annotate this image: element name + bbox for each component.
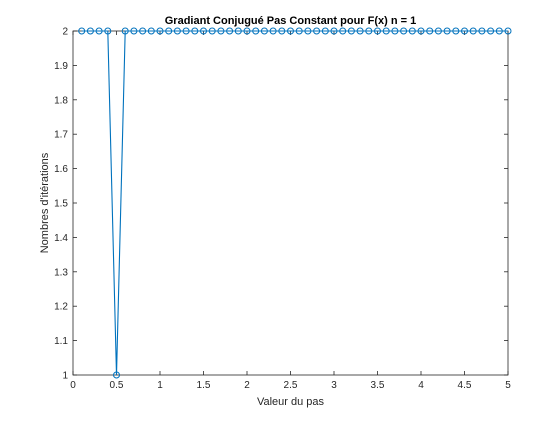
data-point [330,27,338,35]
data-point [469,27,477,35]
x-axis-label: Valeur du pas [257,396,325,408]
data-point [313,27,321,35]
data-point [452,27,460,35]
data-point [278,27,286,35]
data-point [234,27,242,35]
data-point [365,27,373,35]
y-tick-label: 1.6 [54,164,68,175]
series-line [81,30,508,376]
data-point [287,27,294,35]
y-tick-label: 1.8 [54,95,68,106]
y-tick-label: 1.7 [54,130,68,141]
y-tick-label: 1.5 [54,199,68,210]
data-point [495,27,503,35]
data-point [191,27,199,35]
data-point [113,371,120,379]
data-point [86,27,94,35]
data-point [226,27,234,35]
x-axis-ticks: 0 0.5 1 1.5 2 2.5 3 3.5 4 4.5 5 [70,31,511,391]
data-point [173,27,181,35]
y-axis-label: Nombres d'itérations [39,152,51,253]
data-point [434,27,442,35]
data-point [104,27,112,35]
data-point [478,27,486,35]
plot-area [72,30,509,376]
data-point [260,27,268,35]
x-tick-label: 5 [505,380,511,391]
data-point [252,27,260,35]
chart-title: Gradiant Conjugué Pas Constant pour F(x)… [165,15,417,27]
data-point [408,27,416,35]
x-tick-label: 3.5 [371,380,385,391]
data-point [504,27,512,35]
data-point [443,27,451,35]
data-point [417,27,425,35]
x-tick-label: 3 [331,380,337,391]
data-point [95,27,103,35]
x-tick-label: 0.5 [110,380,124,391]
y-tick-label: 1.1 [54,336,68,347]
data-point [243,27,251,35]
x-tick-label: 2.5 [284,380,298,391]
series-layer [78,27,512,379]
data-point [217,27,225,35]
data-point [461,27,468,35]
data-point [147,27,155,35]
y-tick-label: 1.4 [54,233,68,244]
data-point [382,27,390,35]
x-tick-label: 4 [418,380,424,391]
y-tick-label: 1.9 [54,61,68,72]
y-axis-ticks: 1 1.1 1.2 1.3 1.4 1.5 1.6 1.7 1.8 1.9 2 [54,27,508,382]
data-point [321,27,329,35]
data-point [356,27,364,35]
data-point [182,27,190,35]
data-point [165,27,173,35]
data-point [121,27,129,35]
x-tick-label: 1.5 [197,380,211,391]
data-point [426,27,434,35]
x-tick-label: 2 [244,380,250,391]
data-point [269,27,277,35]
x-tick-label: 4.5 [458,380,472,391]
data-point [400,27,408,35]
data-point [208,27,216,35]
data-point [339,27,347,35]
x-tick-label: 0 [70,380,76,391]
data-point [156,27,164,35]
data-point [374,27,381,35]
data-point [139,27,147,35]
y-tick-label: 2 [62,27,68,38]
data-point [78,27,86,35]
data-point [295,27,303,35]
y-tick-label: 1.2 [54,302,68,313]
y-tick-label: 1.3 [54,267,68,278]
data-point [304,27,312,35]
data-point [487,27,495,35]
x-tick-label: 1 [157,380,163,391]
data-point [347,27,355,35]
data-point [391,27,399,35]
data-point [130,27,138,35]
y-tick-label: 1 [62,371,68,382]
data-point [200,27,207,35]
